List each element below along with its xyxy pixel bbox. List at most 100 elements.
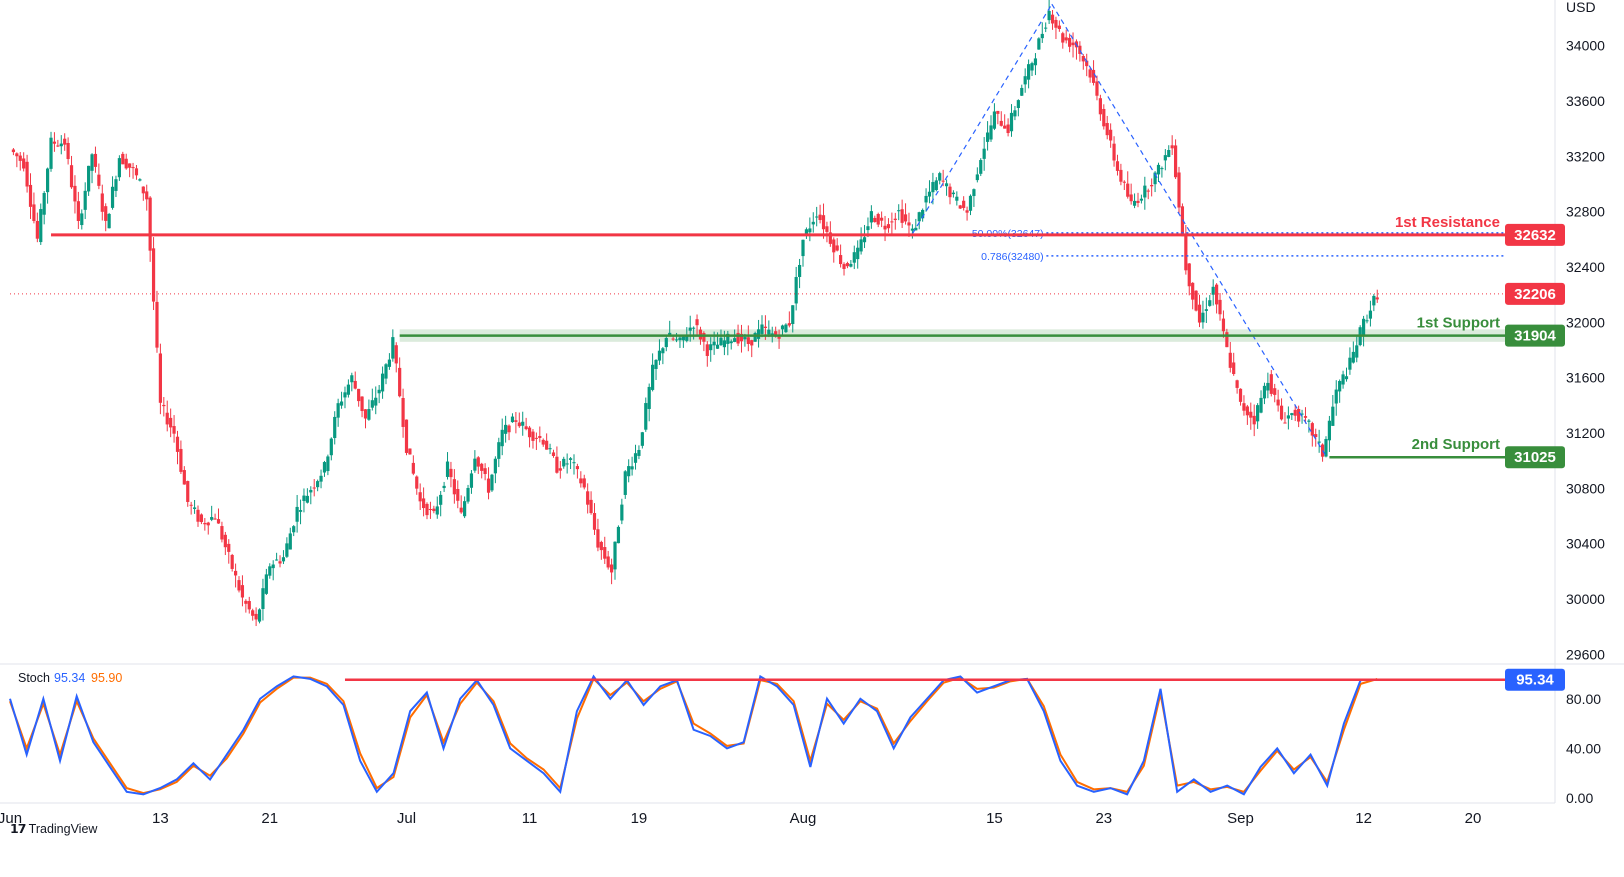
candle-body: [1177, 172, 1181, 208]
candle-body: [1245, 406, 1249, 416]
candle-body: [322, 462, 327, 473]
candle-body: [743, 337, 747, 340]
candle-body: [305, 495, 309, 503]
stoch-d-line: [9, 676, 1378, 795]
candle-body: [1078, 45, 1082, 54]
candle-body: [1279, 405, 1284, 420]
candle-body: [203, 523, 207, 525]
candle-body: [480, 463, 484, 471]
candle-body: [1044, 27, 1048, 29]
candle-body: [421, 498, 426, 509]
candle-body: [1218, 299, 1222, 315]
candle-body: [346, 384, 350, 395]
price-tick-label: 32000: [1566, 314, 1605, 330]
candle-body: [275, 559, 279, 561]
tradingview-logo[interactable]: 𝟭𝟳 TradingView: [10, 821, 97, 836]
candle-body: [1235, 380, 1239, 388]
candle-body: [575, 466, 580, 470]
candle-body: [1252, 415, 1256, 425]
candle-body: [1033, 58, 1038, 66]
candle-body: [562, 458, 566, 467]
candle-body: [592, 513, 597, 530]
candle-body: [801, 239, 805, 257]
candle-body: [1112, 143, 1116, 161]
candle-body: [428, 509, 433, 511]
candle-body: [572, 462, 576, 464]
candle-body: [1129, 194, 1133, 202]
candle-body: [309, 489, 313, 493]
candle-body: [869, 211, 873, 223]
candle-body: [1102, 108, 1106, 127]
candle-body: [387, 359, 392, 367]
candle-body: [893, 218, 897, 221]
candle-body: [1331, 406, 1335, 426]
candle-body: [654, 359, 658, 369]
candle-body: [1348, 357, 1352, 370]
price-tag-current-bg: [1505, 282, 1565, 305]
candle-body: [1327, 420, 1332, 441]
candle-body: [456, 488, 460, 501]
candle-body: [921, 209, 925, 219]
candle-body: [230, 554, 234, 569]
candle-body: [1122, 181, 1126, 183]
candle-body: [1283, 422, 1287, 424]
candle-body: [1365, 320, 1369, 322]
candle-body: [1153, 172, 1157, 185]
candle-body: [924, 195, 928, 203]
candle-body: [1047, 10, 1051, 21]
candle-body: [449, 468, 453, 478]
candle-body: [1208, 300, 1212, 306]
candle-body: [281, 557, 286, 562]
candle-body: [763, 326, 768, 328]
candle-body: [979, 160, 983, 174]
candle-body: [985, 132, 990, 142]
candle-body: [695, 319, 699, 326]
candle-body: [1016, 100, 1020, 108]
candle-body: [1061, 33, 1065, 43]
candle-body: [394, 345, 398, 364]
candle-body: [907, 222, 911, 226]
candle-body: [1184, 234, 1188, 271]
candle-body: [873, 217, 877, 223]
candle-body: [1211, 286, 1215, 295]
candle-body: [616, 526, 621, 544]
candle-body: [722, 340, 726, 348]
candle-body: [1013, 110, 1017, 117]
candle-body: [432, 508, 436, 512]
candle-body: [69, 165, 74, 188]
candle-body: [350, 375, 354, 383]
candle-body: [640, 432, 644, 446]
candle-body: [1225, 332, 1229, 348]
candle-body: [1173, 145, 1178, 178]
candle-body: [107, 213, 111, 229]
fib-trend-up-line: [911, 3, 1053, 235]
candle-body: [1071, 42, 1075, 46]
candle-body: [1037, 38, 1041, 50]
candle-body: [692, 327, 696, 329]
candle-body: [1286, 415, 1290, 419]
candle-body: [784, 324, 788, 333]
candle-body: [962, 200, 966, 208]
candle-body: [220, 526, 224, 540]
candle-body: [28, 184, 33, 207]
candle-body: [415, 476, 419, 489]
candle-body: [808, 228, 812, 233]
candle-body: [1317, 441, 1321, 443]
candle-body: [900, 209, 904, 223]
candle-body: [1170, 145, 1174, 149]
candle-body: [917, 212, 921, 222]
candle-body: [227, 543, 231, 552]
time-tick-label: Jul: [397, 810, 416, 827]
candle-body: [938, 173, 942, 181]
candle-body: [828, 232, 832, 244]
candle-body: [1143, 185, 1147, 198]
candle-body: [486, 478, 491, 493]
candle-body: [709, 344, 713, 351]
candle-body: [818, 214, 822, 221]
price-axis-ticks: 29600 30000 30400 30800 31200 31600 32000 32400…: [1566, 38, 1605, 663]
candlestick-series: [11, 0, 1379, 627]
stoch-k-line: [9, 674, 1378, 796]
candle-body: [473, 458, 477, 471]
candle-body: [630, 466, 634, 470]
